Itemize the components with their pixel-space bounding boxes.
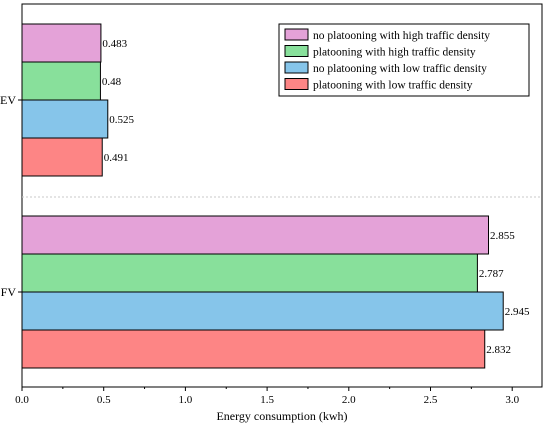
x-tick-label: 0.0: [15, 394, 29, 406]
data-label-ev-series-4: 0.491: [104, 152, 129, 164]
category-label-ev: EV: [0, 93, 16, 107]
legend-label-1: no platooning with high traffic density: [313, 30, 490, 42]
legend-swatch-3: [284, 61, 309, 74]
x-axis: 0.0 0.5 1.0 1.5 2.0 2.5 3.0: [15, 387, 520, 406]
bar-ev-series-3: [21, 99, 109, 139]
x-tick-label: 3.0: [505, 394, 519, 406]
data-label-ev-series-3: 0.525: [109, 114, 134, 126]
data-label-fv-series-1: 2.855: [490, 230, 515, 242]
x-tick-label: 2.5: [424, 394, 438, 406]
x-tick-label: 0.5: [97, 394, 111, 406]
bars-layer: 0.483 0.48 0.525 0.491 2.855 2.787 2.945 2.832: [21, 23, 530, 369]
legend-swatch-4: [284, 78, 309, 90]
plot-frame: [21, 3, 543, 388]
x-tick-label: 1.0: [179, 394, 193, 406]
data-label-fv-series-4: 2.832: [486, 344, 511, 356]
bar-fv-series-1: [21, 215, 490, 255]
data-label-fv-series-2: 2.787: [479, 268, 504, 280]
y-axis: EV FV: [0, 93, 22, 299]
bar-ev-series-2: [21, 61, 101, 101]
x-tick-label: 1.5: [260, 394, 274, 406]
x-tick-label: 2.0: [342, 394, 356, 406]
legend-label-3: no platooning with low traffic density: [313, 63, 487, 75]
legend-label-4: platooning with low traffic density: [313, 80, 473, 92]
legend: no platooning with high traffic density p…: [278, 23, 530, 97]
bar-fv-series-3: [21, 291, 504, 331]
data-label-ev-series-2: 0.48: [102, 76, 122, 88]
bar-ev-series-1: [21, 23, 102, 63]
data-label-ev-series-1: 0.483: [102, 38, 127, 50]
legend-swatch-2: [284, 45, 309, 57]
legend-box: [278, 23, 530, 97]
legend-label-2: platooning with high traffic density: [313, 47, 476, 59]
bar-ev-series-4: [21, 137, 103, 177]
category-label-fv: FV: [1, 285, 17, 299]
bar-fv-series-4: [21, 329, 486, 369]
bar-fv-series-2: [21, 253, 478, 293]
x-axis-title: Energy consumption (kwh): [216, 409, 347, 423]
data-label-fv-series-3: 2.945: [505, 306, 530, 318]
legend-swatch-1: [284, 28, 309, 41]
